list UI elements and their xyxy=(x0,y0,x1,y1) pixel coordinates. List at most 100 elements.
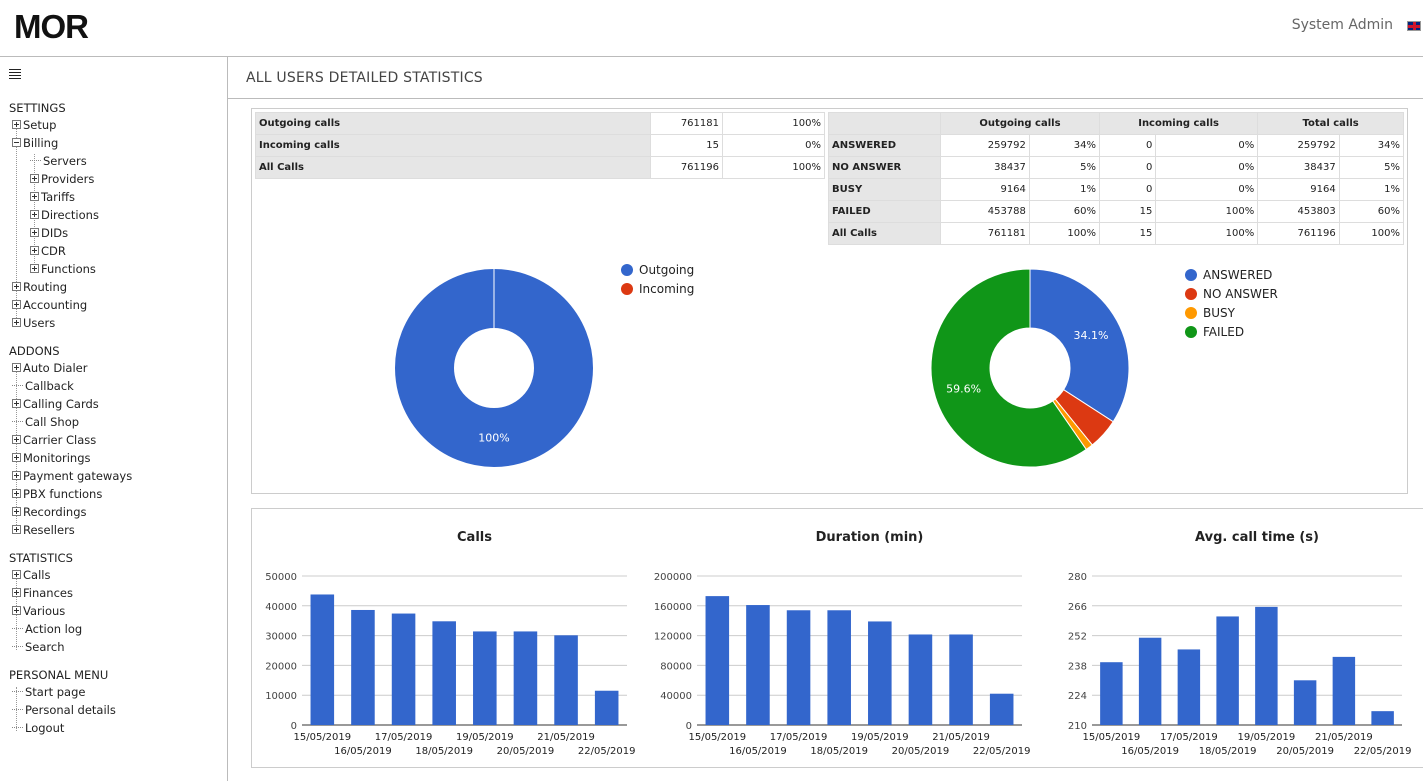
legend-label[interactable]: Incoming xyxy=(639,282,694,296)
expand-icon[interactable] xyxy=(12,489,21,498)
header-incoming: Incoming calls xyxy=(1098,112,1259,135)
expand-icon[interactable] xyxy=(30,192,39,201)
legend-label[interactable]: BUSY xyxy=(1203,306,1236,320)
expand-icon[interactable] xyxy=(12,471,21,480)
sidebar-item-callback[interactable]: Callback xyxy=(12,379,74,397)
sidebar-item-setup[interactable]: Setup xyxy=(12,118,56,136)
sidebar-item-functions[interactable]: Functions xyxy=(30,262,96,280)
expand-icon[interactable] xyxy=(12,282,21,291)
expand-icon[interactable] xyxy=(12,363,21,372)
uk-flag-icon[interactable] xyxy=(1407,21,1421,31)
expand-icon[interactable] xyxy=(30,174,39,183)
tree-leaf-connector xyxy=(30,152,41,161)
legend-label[interactable]: FAILED xyxy=(1203,325,1244,339)
sidebar-item-logout[interactable]: Logout xyxy=(12,721,64,739)
x-tick-label: 18/05/2019 xyxy=(810,746,868,757)
sidebar-item-payment-gateways[interactable]: Payment gateways xyxy=(12,469,132,487)
sidebar-item-tariffs[interactable]: Tariffs xyxy=(30,190,75,208)
expand-icon[interactable] xyxy=(12,588,21,597)
sidebar-item-calling-cards[interactable]: Calling Cards xyxy=(12,397,99,415)
bar[interactable] xyxy=(351,609,375,725)
expand-icon[interactable] xyxy=(12,300,21,309)
expand-icon[interactable] xyxy=(30,210,39,219)
sidebar-item-label: Carrier Class xyxy=(23,433,97,447)
sidebar-item-pbx-functions[interactable]: PBX functions xyxy=(12,487,102,505)
expand-icon[interactable] xyxy=(12,525,21,534)
bar[interactable] xyxy=(1177,649,1201,725)
sidebar-item-dids[interactable]: DIDs xyxy=(30,226,68,244)
x-tick-label: 17/05/2019 xyxy=(1160,732,1218,743)
legend-label[interactable]: NO ANSWER xyxy=(1203,287,1278,301)
bar[interactable] xyxy=(1332,656,1356,725)
sidebar-item-directions[interactable]: Directions xyxy=(30,208,99,226)
bar[interactable] xyxy=(1255,606,1278,725)
sidebar-item-search[interactable]: Search xyxy=(12,640,65,658)
collapse-icon[interactable] xyxy=(12,138,21,147)
bar[interactable] xyxy=(1371,711,1394,725)
expand-icon[interactable] xyxy=(12,570,21,579)
sidebar-item-billing[interactable]: Billing xyxy=(12,136,58,154)
legend-marker xyxy=(1185,288,1197,300)
expand-icon[interactable] xyxy=(12,453,21,462)
bar[interactable] xyxy=(1100,662,1123,725)
bar[interactable] xyxy=(594,690,619,725)
sidebar-item-monitorings[interactable]: Monitorings xyxy=(12,451,91,469)
bar[interactable] xyxy=(391,613,416,725)
expand-icon[interactable] xyxy=(12,507,21,516)
row-value: 34% xyxy=(1338,134,1405,157)
sidebar-item-finances[interactable]: Finances xyxy=(12,586,73,604)
sidebar-item-recordings[interactable]: Recordings xyxy=(12,505,87,523)
sidebar-item-various[interactable]: Various xyxy=(12,604,65,622)
sidebar-item-accounting[interactable]: Accounting xyxy=(12,298,87,316)
sidebar-item-personal-details[interactable]: Personal details xyxy=(12,703,116,721)
bar[interactable] xyxy=(908,634,933,725)
bar[interactable] xyxy=(827,610,851,725)
sidebar-item-carrier-class[interactable]: Carrier Class xyxy=(12,433,96,451)
bar[interactable] xyxy=(473,631,497,725)
bar[interactable] xyxy=(989,693,1014,725)
bar[interactable] xyxy=(1293,680,1317,725)
expand-icon[interactable] xyxy=(30,228,39,237)
y-tick-label: 120000 xyxy=(654,632,692,643)
bar[interactable] xyxy=(1138,637,1162,725)
bar[interactable] xyxy=(705,596,730,725)
sidebar-item-servers[interactable]: Servers xyxy=(30,154,87,172)
expand-icon[interactable] xyxy=(12,318,21,327)
bar[interactable] xyxy=(1216,616,1239,725)
header-outgoing: Outgoing calls xyxy=(940,112,1100,135)
slice-failed[interactable] xyxy=(930,268,1087,468)
bar[interactable] xyxy=(949,634,973,725)
sidebar-item-start-page[interactable]: Start page xyxy=(12,685,85,703)
bar[interactable] xyxy=(554,635,578,725)
bar[interactable] xyxy=(310,594,335,725)
bar[interactable] xyxy=(513,631,538,725)
menu-toggle-icon[interactable] xyxy=(9,69,21,79)
sidebar-item-routing[interactable]: Routing xyxy=(12,280,67,298)
expand-icon[interactable] xyxy=(12,606,21,615)
sidebar-item-call-shop[interactable]: Call Shop xyxy=(12,415,79,433)
sidebar-item-action-log[interactable]: Action log xyxy=(12,622,82,640)
sidebar-item-users[interactable]: Users xyxy=(12,316,55,334)
sidebar-item-resellers[interactable]: Resellers xyxy=(12,523,75,541)
sidebar-item-auto-dialer[interactable]: Auto Dialer xyxy=(12,361,87,379)
expand-icon[interactable] xyxy=(12,399,21,408)
tree-leaf-connector xyxy=(12,719,23,728)
legend-label[interactable]: Outgoing xyxy=(639,263,694,277)
sidebar-item-calls[interactable]: Calls xyxy=(12,568,50,586)
user-menu[interactable]: System Admin xyxy=(1291,17,1393,33)
sidebar-item-label: Calling Cards xyxy=(23,397,99,411)
bar[interactable] xyxy=(746,605,770,725)
sidebar-item-cdr[interactable]: CDR xyxy=(30,244,66,262)
expand-icon[interactable] xyxy=(12,120,21,129)
sidebar-item-label: DIDs xyxy=(41,226,69,240)
sidebar-item-providers[interactable]: Providers xyxy=(30,172,94,190)
bar[interactable] xyxy=(432,621,456,725)
bar[interactable] xyxy=(786,610,811,725)
expand-icon[interactable] xyxy=(12,435,21,444)
expand-icon[interactable] xyxy=(30,264,39,273)
app-logo[interactable]: MOR xyxy=(14,8,89,45)
slice-answered[interactable] xyxy=(1029,268,1130,423)
expand-icon[interactable] xyxy=(30,246,39,255)
legend-label[interactable]: ANSWERED xyxy=(1203,268,1272,282)
bar[interactable] xyxy=(868,621,892,725)
